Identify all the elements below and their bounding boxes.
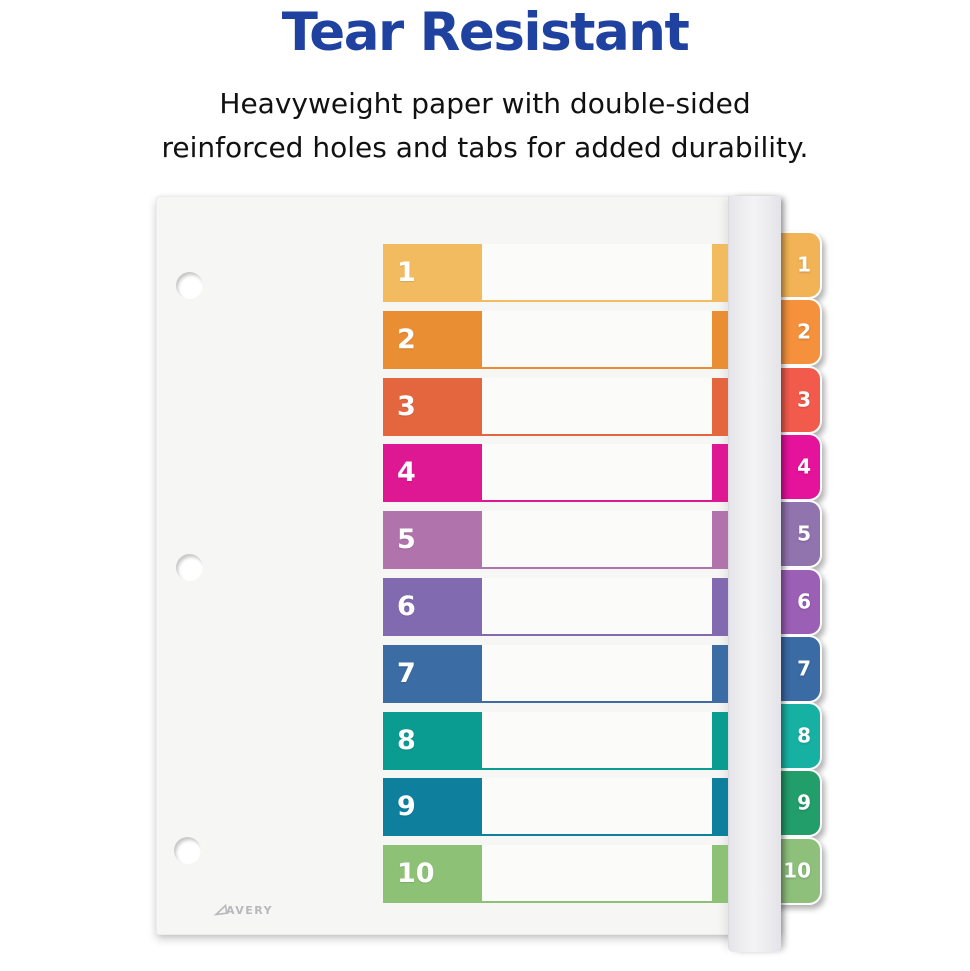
row-writing-area	[482, 311, 712, 369]
tab-number: 2	[797, 319, 811, 344]
row-edge-strip	[712, 311, 728, 369]
tab-number: 8	[797, 723, 811, 748]
row-color-block: 5	[383, 511, 482, 569]
toc-row-6: 6	[157, 578, 728, 636]
toc-row-3: 3	[157, 378, 728, 436]
divider-sheet-photo: 1 2 3 4 5 6 7 8 9 10 1 2 3 4 5 6 7 8 9 10 AVERY	[140, 185, 840, 965]
punch-hole-top	[176, 272, 203, 299]
tab-number: 7	[797, 656, 811, 681]
row-writing-area	[482, 845, 712, 903]
divider-sheet: 1 2 3 4 5 6 7 8 9 10 AVERY	[156, 196, 781, 952]
row-number: 10	[397, 857, 435, 889]
row-edge-strip	[712, 845, 728, 903]
row-number: 3	[397, 390, 416, 422]
row-edge-strip	[712, 511, 728, 569]
row-color-block: 4	[383, 444, 482, 502]
row-writing-area	[482, 511, 712, 569]
tab-number: 4	[797, 454, 811, 479]
row-writing-area	[482, 778, 712, 836]
row-color-block: 1	[383, 244, 482, 302]
reinforced-binding-strip	[728, 196, 781, 952]
row-writing-area	[482, 444, 712, 502]
tab-number: 9	[797, 790, 811, 815]
row-color-block: 7	[383, 645, 482, 703]
row-edge-strip	[712, 378, 728, 436]
toc-row-9: 9	[157, 778, 728, 836]
tab-number: 1	[797, 252, 811, 277]
row-number: 5	[397, 523, 416, 555]
punch-hole-middle	[176, 554, 203, 581]
row-writing-area	[482, 244, 712, 302]
toc-row-10: 10	[157, 845, 728, 903]
avery-triangle-icon	[213, 903, 228, 916]
tab-number: 10	[783, 858, 811, 883]
row-number: 1	[397, 256, 416, 288]
subtitle: Heavyweight paper with double-sided reinf…	[0, 82, 970, 170]
row-writing-area	[482, 712, 712, 770]
row-color-block: 10	[383, 845, 482, 903]
tab-number: 3	[797, 387, 811, 412]
row-color-block: 3	[383, 378, 482, 436]
row-number: 2	[397, 323, 416, 355]
row-edge-strip	[712, 645, 728, 703]
punch-hole-bottom	[174, 837, 201, 864]
row-color-block: 9	[383, 778, 482, 836]
toc-row-7: 7	[157, 645, 728, 703]
tab-number: 5	[797, 521, 811, 546]
avery-logo-text: AVERY	[226, 903, 274, 917]
row-writing-area	[482, 645, 712, 703]
toc-row-4: 4	[157, 444, 728, 502]
row-number: 7	[397, 657, 416, 689]
row-writing-area	[482, 378, 712, 436]
row-edge-strip	[712, 578, 728, 636]
toc-row-1: 1	[157, 244, 728, 302]
row-edge-strip	[712, 444, 728, 502]
row-number: 8	[397, 724, 416, 756]
subtitle-line-2: reinforced holes and tabs for added dura…	[161, 131, 809, 164]
toc-row-8: 8	[157, 712, 728, 770]
row-number: 4	[397, 456, 416, 488]
toc-row-2: 2	[157, 311, 728, 369]
row-edge-strip	[712, 778, 728, 836]
row-color-block: 6	[383, 578, 482, 636]
row-color-block: 8	[383, 712, 482, 770]
row-color-block: 2	[383, 311, 482, 369]
toc-row-5: 5	[157, 511, 728, 569]
avery-logo: AVERY	[213, 901, 273, 919]
page-title: Tear Resistant	[281, 2, 690, 63]
tab-number: 6	[797, 589, 811, 614]
row-edge-strip	[712, 712, 728, 770]
row-writing-area	[482, 578, 712, 636]
row-edge-strip	[712, 244, 728, 302]
subtitle-line-1: Heavyweight paper with double-sided	[219, 87, 751, 120]
row-number: 6	[397, 590, 416, 622]
row-number: 9	[397, 790, 416, 822]
